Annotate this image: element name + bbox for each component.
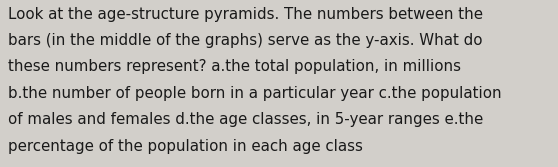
Text: b.the number of people born in a particular year c.the population: b.the number of people born in a particu… — [8, 86, 502, 101]
Text: bars (in the middle of the graphs) serve as the y-axis. What do: bars (in the middle of the graphs) serve… — [8, 33, 483, 48]
Text: of males and females d.the age classes, in 5-year ranges e.the: of males and females d.the age classes, … — [8, 112, 484, 127]
Text: percentage of the population in each age class: percentage of the population in each age… — [8, 139, 363, 154]
Text: these numbers represent? a.the total population, in millions: these numbers represent? a.the total pop… — [8, 59, 461, 74]
Text: Look at the age-structure pyramids. The numbers between the: Look at the age-structure pyramids. The … — [8, 7, 483, 22]
